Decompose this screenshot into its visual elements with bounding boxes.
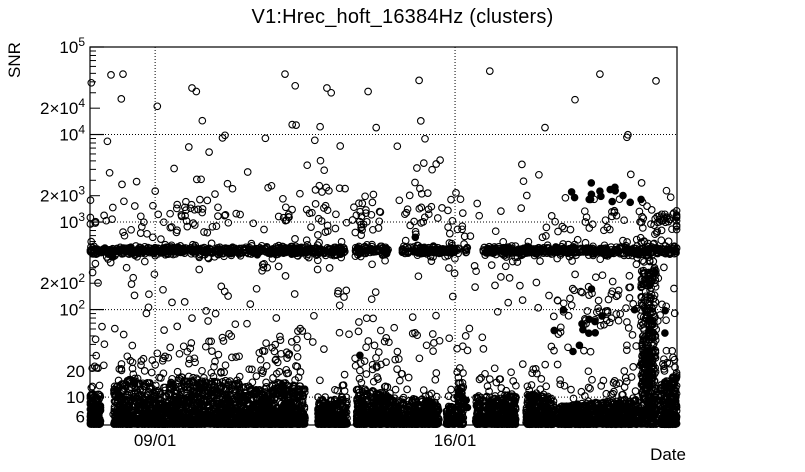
y-tick-label: 20	[66, 362, 85, 381]
y-tick-label: 6	[76, 408, 85, 427]
x-tick-label: 09/01	[134, 431, 177, 450]
y-tick-label: 10	[66, 388, 85, 407]
open-markers	[86, 67, 681, 428]
chart-title: V1:Hrec_hoft_16384Hz (clusters)	[251, 6, 554, 28]
axes	[89, 46, 678, 426]
y-tick-label: 105	[59, 35, 85, 57]
y-tick-label: 2×104	[40, 96, 85, 118]
y-tick-label: 2×102	[40, 271, 85, 293]
y-tick-label: 102	[59, 298, 85, 320]
x-tick-label: 16/01	[434, 431, 477, 450]
x-axis-title: Date	[650, 445, 686, 464]
y-tick-label: 104	[59, 123, 85, 145]
y-tick-label: 2×103	[40, 184, 85, 206]
filled-markers	[93, 179, 669, 412]
tick-labels: 105 2×104 104 2×103 103 2×102 102 20 106 09/01 16/…	[40, 35, 476, 450]
y-tick-label: 103	[59, 210, 85, 232]
data-points	[86, 67, 681, 428]
